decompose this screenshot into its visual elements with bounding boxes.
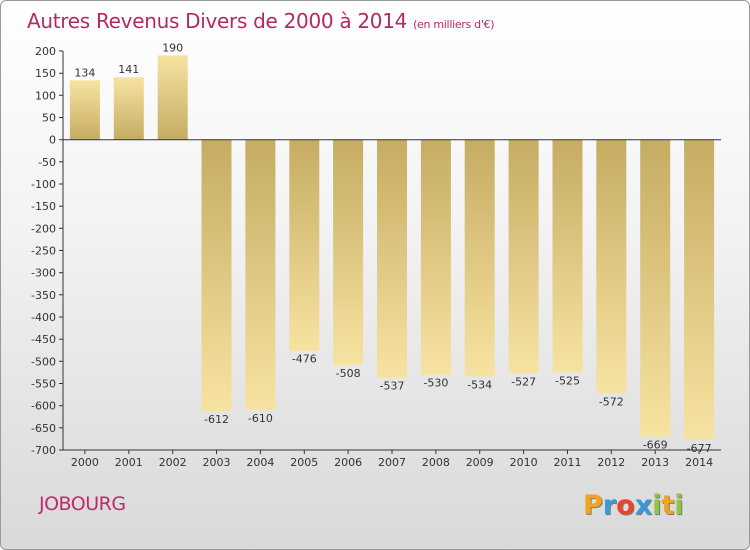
y-tick-label--200: -200 bbox=[31, 222, 56, 235]
y-tick-label--350: -350 bbox=[31, 289, 56, 302]
x-tick-label-2005: 2005 bbox=[290, 456, 318, 469]
logo-letter: x bbox=[634, 490, 653, 521]
x-tick-label-2009: 2009 bbox=[466, 456, 494, 469]
bar-2005 bbox=[289, 139, 320, 351]
y-tick-label--500: -500 bbox=[31, 355, 56, 368]
value-label-2011: -525 bbox=[555, 374, 580, 387]
x-tick-label-2002: 2002 bbox=[159, 456, 187, 469]
value-label-2008: -530 bbox=[423, 377, 448, 390]
x-tick-label-2003: 2003 bbox=[203, 456, 231, 469]
y-tick-label--400: -400 bbox=[31, 311, 56, 324]
bar-2001 bbox=[113, 77, 144, 140]
value-label-2006: -508 bbox=[336, 367, 361, 380]
value-labels-group: 134 141 190 -612 -610 -476 -508 -537 -530 -534 -52… bbox=[74, 41, 711, 454]
y-tick-label-200: 200 bbox=[35, 45, 56, 58]
logo-letter: P bbox=[583, 490, 603, 521]
x-tick-label-2011: 2011 bbox=[554, 456, 582, 469]
x-tick-label-2007: 2007 bbox=[378, 456, 406, 469]
x-tick-label-2006: 2006 bbox=[334, 456, 362, 469]
value-label-2002: 190 bbox=[162, 41, 183, 54]
value-label-2009: -534 bbox=[467, 378, 492, 391]
logo-letter: o bbox=[616, 490, 635, 521]
chart-title: Autres Revenus Divers de 2000 à 2014 (en … bbox=[27, 9, 495, 33]
x-tick-label-2000: 2000 bbox=[71, 456, 99, 469]
y-tick-label--450: -450 bbox=[31, 333, 56, 346]
bar-2007 bbox=[377, 139, 407, 378]
y-tick-label--550: -550 bbox=[31, 378, 56, 391]
bar-2014 bbox=[684, 139, 715, 440]
bar-2012 bbox=[596, 139, 627, 394]
value-label-2004: -610 bbox=[248, 412, 273, 425]
logo-letter: t bbox=[661, 490, 675, 521]
y-tick-label--100: -100 bbox=[31, 178, 56, 191]
y-tick-label-150: 150 bbox=[35, 67, 56, 80]
y-tick-label--250: -250 bbox=[31, 245, 56, 258]
logo-letter: i bbox=[674, 490, 684, 521]
y-tick-label--300: -300 bbox=[31, 267, 56, 280]
logo-letter: i bbox=[652, 490, 662, 521]
x-tick-label-2013: 2013 bbox=[641, 456, 669, 469]
bar-2010 bbox=[508, 139, 539, 374]
y-tick-label--700: -700 bbox=[31, 444, 56, 457]
value-label-2014: -677 bbox=[687, 442, 712, 455]
y-tick-label--150: -150 bbox=[31, 200, 56, 213]
bar-2009 bbox=[464, 139, 495, 377]
value-label-2001: 141 bbox=[118, 63, 139, 76]
value-label-2007: -537 bbox=[380, 380, 405, 393]
value-label-2005: -476 bbox=[292, 353, 317, 366]
value-label-2012: -572 bbox=[599, 395, 624, 408]
chart-title-text: Autres Revenus Divers de 2000 à 2014 bbox=[27, 9, 408, 33]
bar-2004 bbox=[245, 139, 276, 411]
value-label-2010: -527 bbox=[511, 375, 536, 388]
chart-subtitle: (en milliers d'€) bbox=[413, 18, 495, 31]
x-tick-label-2012: 2012 bbox=[597, 456, 625, 469]
value-label-2003: -612 bbox=[204, 413, 229, 426]
x-tick-label-2010: 2010 bbox=[510, 456, 538, 469]
x-tick-label-2014: 2014 bbox=[685, 456, 713, 469]
proxiti-logo: Proxiti bbox=[583, 490, 684, 521]
y-tick-label-50: 50 bbox=[42, 112, 56, 125]
y-tick-label-100: 100 bbox=[35, 89, 56, 102]
x-tick-label-2008: 2008 bbox=[422, 456, 450, 469]
bar-2013 bbox=[640, 139, 671, 437]
bar-2003 bbox=[201, 139, 232, 411]
y-tick-label--50: -50 bbox=[38, 156, 56, 169]
bar-2002 bbox=[157, 55, 188, 140]
bar-2011 bbox=[552, 139, 583, 373]
place-name: JOBOURG bbox=[39, 493, 126, 515]
bar-2000 bbox=[69, 80, 100, 140]
bar-2006 bbox=[333, 139, 364, 365]
y-tick-label--600: -600 bbox=[31, 400, 56, 413]
x-tick-label-2001: 2001 bbox=[115, 456, 143, 469]
value-label-2000: 134 bbox=[74, 66, 95, 79]
logo-letter: r bbox=[602, 490, 617, 521]
x-tick-label-2004: 2004 bbox=[246, 456, 274, 469]
bars-group bbox=[69, 55, 715, 440]
bar-2008 bbox=[420, 139, 451, 375]
y-tick-label-0: 0 bbox=[49, 134, 56, 147]
value-label-2013: -669 bbox=[643, 438, 668, 451]
y-tick-label--650: -650 bbox=[31, 422, 56, 435]
axes-group: 2000 2001 2002 2003 2004 2005 2006 2007 2008 2009… bbox=[31, 45, 721, 469]
